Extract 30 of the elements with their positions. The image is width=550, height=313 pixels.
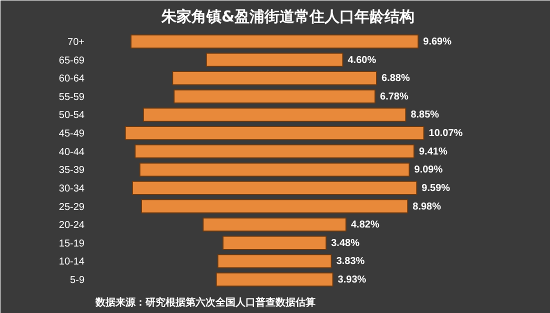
category-label: 50-54 <box>58 110 85 122</box>
category-label: 40-44 <box>58 146 85 158</box>
category-label: 60-64 <box>58 74 85 85</box>
data-label: 3.93% <box>338 274 366 286</box>
data-label: 3.83% <box>336 256 365 268</box>
category-label: 45-49 <box>58 128 85 140</box>
category-label: 55-59 <box>58 92 85 103</box>
category-label: 10-14 <box>58 256 85 268</box>
category-label: 20-24 <box>58 220 85 232</box>
data-label: 9.41% <box>419 146 448 158</box>
data-label: 6.88% <box>382 73 410 84</box>
category-label: 35-39 <box>58 165 85 176</box>
data-label: 4.60% <box>348 54 376 66</box>
category-label: 25-29 <box>58 202 85 213</box>
category-label: 5-9 <box>70 275 85 286</box>
data-label: 9.59% <box>422 182 450 194</box>
data-label: 8.98% <box>412 201 442 212</box>
category-label: 65-69 <box>58 55 85 66</box>
data-label: 8.85% <box>410 110 440 121</box>
category-label: 30-34 <box>58 183 85 194</box>
data-label: 9.09% <box>414 164 443 176</box>
data-label: 6.78% <box>380 91 409 102</box>
category-label: 15-19 <box>58 238 85 250</box>
data-label: 9.69% <box>423 36 452 48</box>
text: 朱家角镇&盈浦街道常住人口年龄结构 <box>160 8 415 26</box>
data-label: 4.82% <box>350 220 380 231</box>
source-note: 数据来源：研究根据第六次全国人口普查数据估算 <box>94 296 316 308</box>
category-label: 70+ <box>68 36 85 48</box>
data-label: 10.07% <box>428 128 463 140</box>
data-label: 3.48% <box>331 238 360 249</box>
